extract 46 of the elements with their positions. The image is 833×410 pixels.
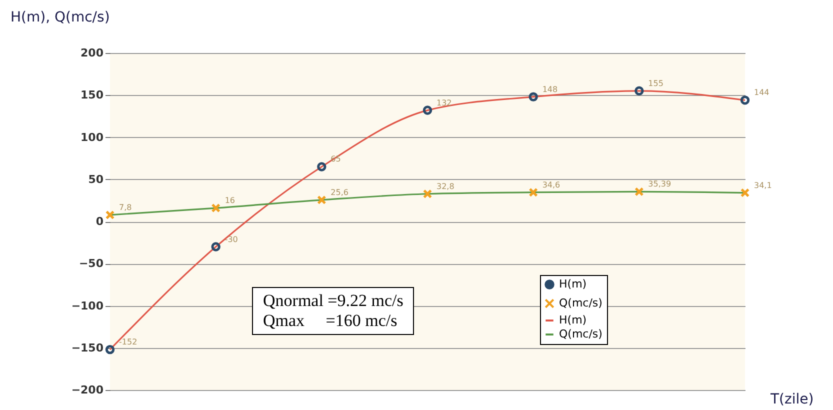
point [634, 86, 644, 96]
data-label: 155 [648, 78, 664, 88]
point [317, 162, 326, 172]
data-label: 132 [436, 98, 452, 108]
point [528, 92, 538, 102]
data-label: 34,6 [542, 180, 560, 190]
y-tick-label: −200 [71, 384, 104, 396]
data-label: 32,8 [436, 182, 454, 191]
y-tick-label: 200 [80, 46, 104, 60]
annotation: Qnormal =9.22 mc/s [263, 291, 404, 311]
x-axis-title: T(zile) [770, 392, 814, 408]
y-tick-label: 100 [80, 130, 104, 144]
y-tick-label: −100 [71, 299, 104, 312]
point [740, 96, 750, 105]
data-label: -152 [119, 338, 138, 347]
legend-label: H(m) [559, 278, 587, 290]
data-label: 148 [542, 84, 558, 94]
point [317, 195, 326, 205]
data-label: -30 [224, 234, 238, 244]
data-label: 25,6 [330, 188, 348, 197]
legend-label: Q(mc/s) [559, 328, 602, 340]
point [105, 210, 115, 220]
legend-label: Q(mc/s) [559, 296, 602, 310]
annotation: Qmax =160 mc/s [263, 311, 398, 331]
data-label: 35,39 [648, 180, 672, 189]
y-tick-label: −50 [78, 257, 104, 270]
y-tick-label: 150 [80, 88, 104, 102]
point [211, 203, 220, 213]
y-tick-label: 0 [96, 215, 104, 228]
line-series [109, 190, 746, 216]
point [634, 187, 644, 196]
point [211, 242, 220, 252]
data-label: 7,8 [119, 202, 132, 212]
data-label: 34,1 [754, 180, 772, 190]
point [740, 188, 750, 198]
y-tick-label: 50 [88, 172, 104, 186]
text-box: Qnormal =9.22 mc/s Qmax =160 mc/s [252, 287, 414, 335]
legend-label: H(m) [559, 314, 587, 326]
y-axis-title: H(m), Q(mc/s) [10, 10, 110, 26]
point [422, 189, 432, 198]
data-label: 16 [224, 196, 236, 206]
point [422, 106, 432, 115]
point [105, 344, 115, 354]
point [528, 188, 538, 197]
y-tick-label: −150 [71, 341, 104, 354]
data-label: 144 [754, 88, 770, 98]
